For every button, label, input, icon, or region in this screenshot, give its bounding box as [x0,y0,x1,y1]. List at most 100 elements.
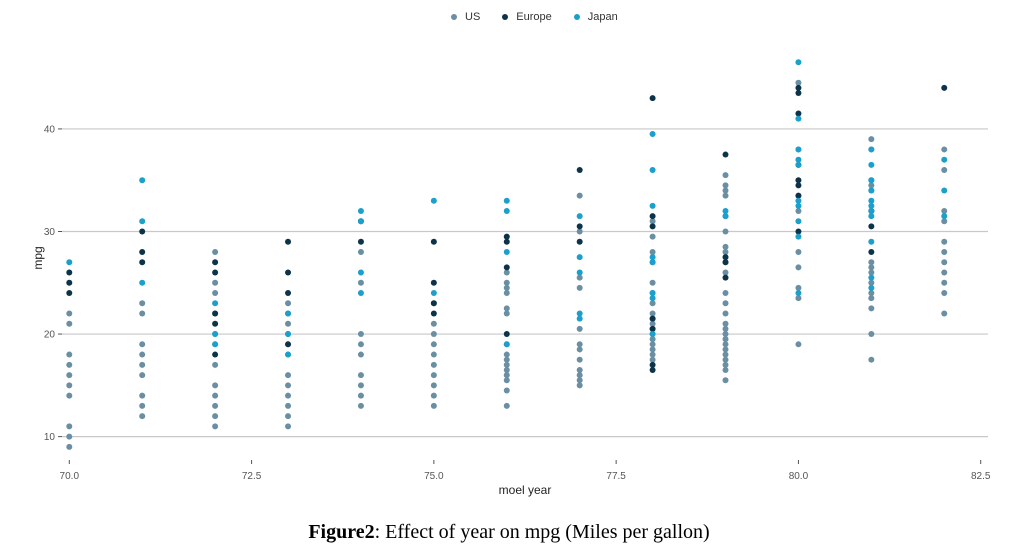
x-tick-label: 77.5 [606,471,626,482]
scatter-point-japan [139,177,146,184]
scatter-point-us [357,372,364,379]
scatter-point-japan [795,146,802,153]
y-tick-label: 10 [44,432,56,443]
scatter-point-us [868,182,875,189]
scatter-point-us [941,166,948,173]
scatter-point-us [941,269,948,276]
scatter-point-us [576,274,583,281]
scatter-point-europe [722,151,729,158]
scatter-point-us [941,218,948,225]
scatter-point-us [722,269,729,276]
scatter-point-japan [941,213,948,220]
scatter-point-europe [795,182,802,189]
scatter-point-us [357,341,364,348]
scatter-point-japan [795,115,802,122]
scatter-point-japan [868,146,875,153]
scatter-chart: 70.0 72.5 75.0 77.5 80.0 82.5 10 20 30 40 moel y… [31,59,991,497]
scatter-point-us [212,402,219,409]
scatter-point-us [576,228,583,235]
scatter-point-japan [868,213,875,220]
scatter-point-japan [649,254,656,261]
scatter-point-us [285,402,292,409]
x-axis-ticks: 70.0 72.5 75.0 77.5 80.0 82.5 [60,471,991,482]
scatter-point-us [576,377,583,384]
scatter-point-us [66,392,73,399]
legend-key-japan [573,14,580,20]
scatter-point-us [795,341,802,348]
scatter-point-us [795,207,802,214]
scatter-point-us [722,331,729,338]
y-axis-ticks: 10 20 30 40 [44,124,56,443]
scatter-point-japan [868,274,875,281]
scatter-point-us [649,336,656,343]
scatter-point-japan [576,254,583,261]
chart-points [66,59,948,450]
scatter-point-us [868,279,875,286]
scatter-point-japan [649,166,656,173]
scatter-point-europe [795,192,802,199]
scatter-point-us [722,310,729,317]
scatter-point-us [941,259,948,266]
legend-item-us: US [445,9,486,25]
scatter-point-us [503,269,510,276]
scatter-point-us [722,377,729,384]
scatter-point-europe [139,249,146,255]
scatter-point-europe [795,84,802,91]
scatter-point-us [722,243,729,250]
scatter-point-europe [212,351,219,358]
scatter-point-us [868,269,875,276]
scatter-point-europe [430,279,437,286]
scatter-point-europe [795,90,802,97]
scatter-point-japan [285,331,292,338]
scatter-point-us [212,392,219,399]
figure-caption: Figure2: Effect of year on mpg (Miles pe… [0,521,1018,544]
scatter-point-us [66,382,73,389]
scatter-point-us [795,284,802,291]
scatter-point-japan [430,197,437,204]
scatter-point-japan [576,269,583,276]
scatter-point-japan [868,284,875,291]
scatter-point-us [503,284,510,291]
scatter-point-us [576,366,583,373]
scatter-point-japan [795,59,802,66]
scatter-point-europe [357,238,364,245]
y-tick-label: 20 [44,330,56,341]
scatter-point-japan [139,218,146,225]
scatter-point-japan [795,218,802,225]
scatter-point-japan [503,341,510,348]
scatter-point-us [868,264,875,271]
scatter-point-us [649,320,656,327]
scatter-point-us [941,146,948,153]
y-axis-title: mpg [31,246,45,269]
scatter-point-us [212,249,219,255]
scatter-point-us [285,300,292,307]
scatter-point-us [357,331,364,338]
scatter-point-us [868,356,875,363]
chart-legend: US Europe Japan [445,9,624,25]
scatter-point-us [649,346,656,353]
scatter-point-europe [66,290,73,297]
scatter-point-us [285,372,292,379]
scatter-point-europe [941,84,948,91]
scatter-point-europe [212,310,219,317]
scatter-point-us [503,377,510,384]
scatter-point-japan [649,202,656,209]
scatter-point-europe [430,300,437,307]
scatter-point-japan [212,341,219,348]
scatter-point-japan [66,259,73,266]
scatter-point-us [503,290,510,297]
scatter-point-japan [649,290,656,297]
scatter-point-us [868,290,875,297]
scatter-point-japan [868,161,875,168]
scatter-point-japan [357,290,364,297]
scatter-point-us [139,341,146,348]
scatter-point-japan [868,197,875,204]
scatter-point-japan [285,351,292,358]
scatter-point-japan [868,238,875,245]
scatter-point-japan [503,197,510,204]
chart-grid [58,128,988,464]
x-tick-label: 82.5 [971,471,991,482]
scatter-point-us [941,290,948,297]
scatter-point-japan [722,213,729,220]
scatter-point-us [649,249,656,255]
